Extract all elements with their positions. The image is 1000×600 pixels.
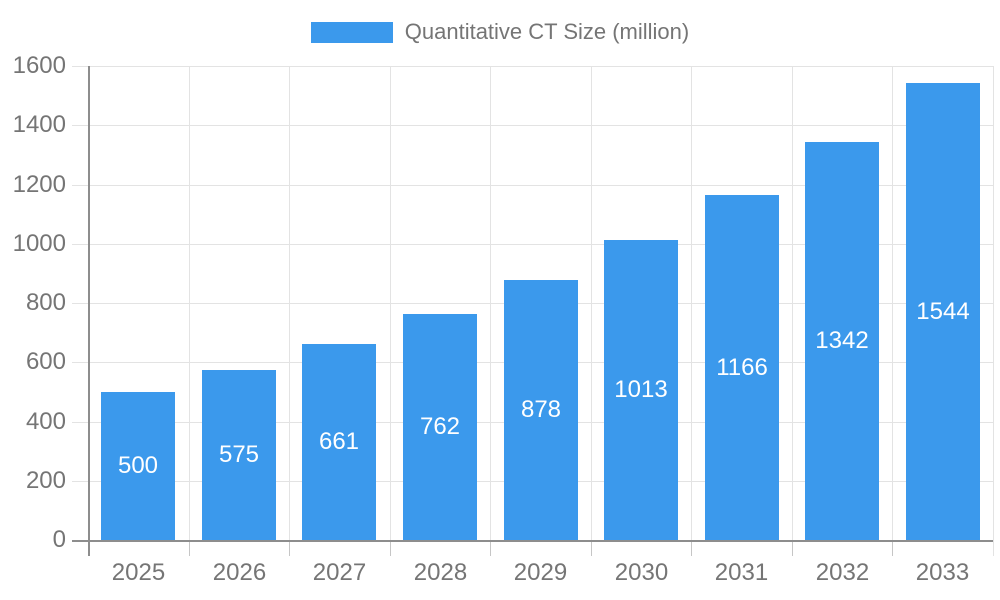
bar-value-label: 1013 xyxy=(614,376,668,403)
bar-2027[interactable]: 661 xyxy=(302,344,376,540)
bar-value-label: 661 xyxy=(318,428,360,455)
y-axis-label: 600 xyxy=(25,348,66,375)
bar-2030[interactable]: 1013 xyxy=(604,240,678,540)
bar-2026[interactable]: 575 xyxy=(202,370,276,540)
bar-value-label: 762 xyxy=(419,413,461,440)
gridline-vertical xyxy=(792,66,793,540)
bar-2031[interactable]: 1166 xyxy=(705,195,779,540)
gridline-vertical xyxy=(892,66,893,540)
legend-label: Quantitative CT Size (million) xyxy=(404,19,690,44)
y-axis-label: 800 xyxy=(25,289,66,316)
gridline-vertical xyxy=(189,66,190,540)
gridline-vertical xyxy=(691,66,692,540)
x-axis-label: 2027 xyxy=(312,559,367,586)
y-axis-line xyxy=(88,66,90,556)
x-axis-label: 2029 xyxy=(513,559,568,586)
chart-legend[interactable]: Quantitative CT Size (million) xyxy=(0,21,1000,43)
bar-2029[interactable]: 878 xyxy=(504,280,578,540)
axis-tick xyxy=(591,540,592,556)
x-axis-label: 2025 xyxy=(111,559,166,586)
y-axis-label: 1400 xyxy=(12,111,66,138)
bar-2028[interactable]: 762 xyxy=(403,314,477,540)
bar-value-label: 1166 xyxy=(716,353,768,381)
bar-2033[interactable]: 1544 xyxy=(906,83,980,540)
x-axis-label: 2028 xyxy=(413,559,468,586)
x-axis-label: 2026 xyxy=(212,559,267,586)
x-axis-label: 2031 xyxy=(714,559,769,586)
y-axis-label: 1600 xyxy=(12,52,66,79)
x-axis-label: 2033 xyxy=(915,559,970,586)
bar-value-label: 575 xyxy=(218,441,260,468)
gridline-vertical xyxy=(289,66,290,540)
bar-2032[interactable]: 1342 xyxy=(805,142,879,540)
gridline-vertical xyxy=(490,66,491,540)
gridline-vertical xyxy=(390,66,391,540)
bar-value-label: 878 xyxy=(520,396,562,423)
gridline-horizontal xyxy=(72,185,993,186)
bar-value-label: 1342 xyxy=(815,327,869,354)
x-axis-label: 2032 xyxy=(815,559,870,586)
gridline-horizontal xyxy=(72,66,993,67)
axis-tick xyxy=(390,540,391,556)
axis-tick xyxy=(189,540,190,556)
legend-swatch-icon xyxy=(310,21,393,43)
y-axis-label: 200 xyxy=(25,467,66,494)
axis-tick xyxy=(892,540,893,556)
y-axis-label: 1000 xyxy=(12,230,66,257)
bar-value-label: 1544 xyxy=(916,297,970,325)
gridline-vertical xyxy=(591,66,592,540)
axis-tick xyxy=(490,540,491,556)
y-axis-label: 1200 xyxy=(12,171,66,198)
axis-tick xyxy=(289,540,290,556)
axis-tick xyxy=(691,540,692,556)
axis-tick xyxy=(792,540,793,556)
bar-2025[interactable]: 500 xyxy=(101,392,175,540)
plot-right-border xyxy=(993,66,994,556)
y-axis-label: 400 xyxy=(25,408,66,435)
bar-value-label: 500 xyxy=(117,452,159,479)
gridline-horizontal xyxy=(72,125,993,126)
gridline-horizontal xyxy=(72,244,993,245)
x-axis-label: 2030 xyxy=(614,559,669,586)
y-axis-label: 0 xyxy=(52,526,66,553)
x-axis-line xyxy=(72,540,993,542)
